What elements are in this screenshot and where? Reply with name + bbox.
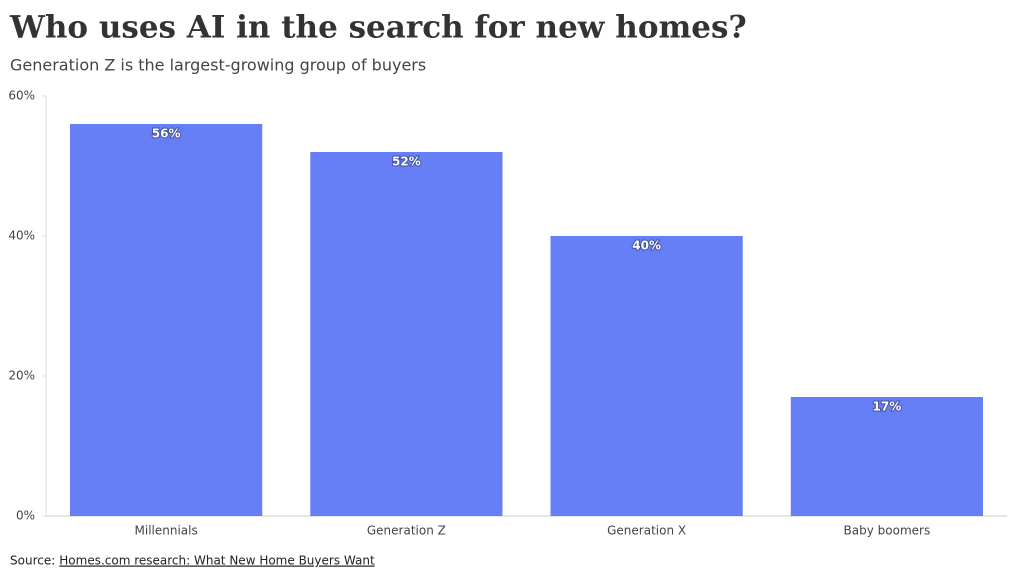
bar (550, 236, 743, 516)
bar (790, 397, 983, 516)
x-tick-label: Millennials (135, 524, 198, 538)
y-tick-label: 40% (8, 229, 35, 243)
bar (310, 152, 503, 516)
value-label: 56% (152, 127, 181, 141)
chart-subtitle: Generation Z is the largest-growing grou… (10, 56, 426, 75)
value-label: 17% (873, 400, 902, 414)
x-tick-label: Generation Z (367, 524, 446, 538)
value-label: 52% (392, 155, 421, 169)
value-label: 40% (632, 239, 661, 253)
source-label: Source: (10, 554, 55, 568)
x-tick-label: Baby boomers (844, 524, 931, 538)
x-tick-label: Generation X (607, 524, 686, 538)
y-tick-label: 60% (8, 89, 35, 103)
y-tick-label: 20% (8, 369, 35, 383)
bar (70, 124, 263, 516)
y-tick-label: 0% (16, 509, 35, 523)
source-link[interactable]: Homes.com research: What New Home Buyers… (59, 554, 375, 568)
chart-title: Who uses AI in the search for new homes? (9, 10, 747, 46)
